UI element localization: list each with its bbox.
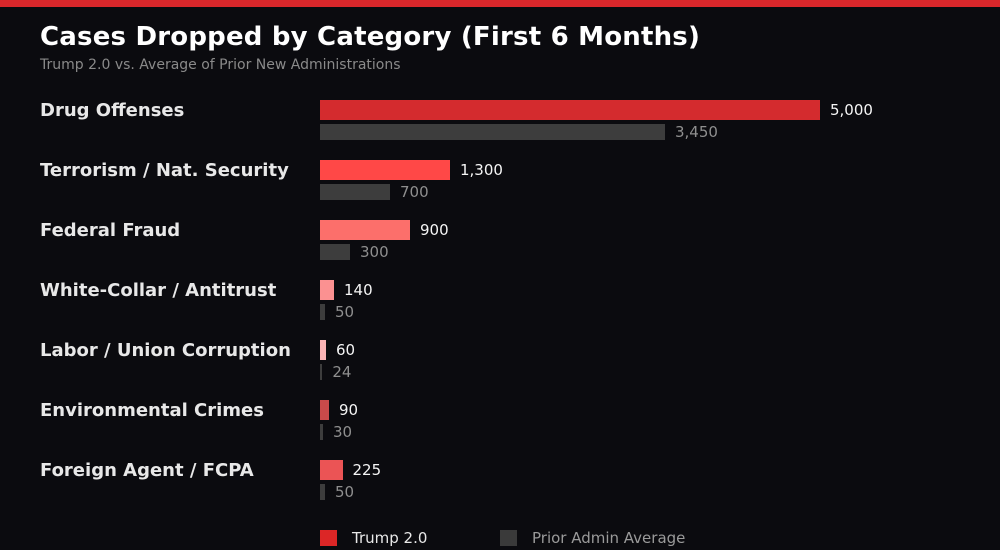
bar-value-prior: 3,450 — [675, 123, 718, 141]
bar-value-trump: 1,300 — [460, 161, 503, 179]
bar-trump — [320, 340, 326, 360]
category-label: White-Collar / Antitrust — [40, 280, 277, 301]
bar-value-prior: 300 — [360, 243, 389, 261]
legend-swatch-trump — [320, 530, 337, 546]
bar-value-trump: 140 — [344, 281, 373, 299]
legend-swatch-prior — [500, 530, 517, 546]
category-label: Foreign Agent / FCPA — [40, 460, 254, 481]
category-label: Labor / Union Corruption — [40, 340, 291, 361]
category-label: Environmental Crimes — [40, 400, 264, 421]
bar-trump — [320, 160, 450, 180]
chart-subtitle: Trump 2.0 vs. Average of Prior New Admin… — [40, 57, 401, 73]
bar-trump — [320, 400, 329, 420]
bar-value-prior: 24 — [332, 363, 352, 381]
bar-value-prior: 50 — [335, 303, 355, 321]
bar-value-trump: 5,000 — [830, 101, 873, 119]
bar-prior — [320, 124, 665, 140]
bar-value-trump: 225 — [352, 461, 382, 479]
bar-prior — [320, 244, 350, 260]
legend-label-trump: Trump 2.0 — [352, 529, 428, 547]
accent-top-bar — [0, 0, 1000, 7]
category-label: Terrorism / Nat. Security — [40, 160, 289, 181]
bar-value-prior: 30 — [333, 423, 353, 441]
bar-trump — [320, 220, 410, 240]
bar-prior — [320, 304, 325, 320]
bar-trump — [320, 280, 334, 300]
bar-value-prior: 700 — [400, 183, 429, 201]
chart-legend: Trump 2.0 Prior Admin Average — [0, 529, 1000, 547]
bar-prior — [320, 484, 325, 500]
bar-value-trump: 60 — [336, 341, 356, 359]
bar-prior — [320, 184, 390, 200]
category-label: Federal Fraud — [40, 220, 181, 241]
category-label: Drug Offenses — [40, 100, 185, 121]
bar-trump — [320, 460, 343, 480]
bar-trump — [320, 100, 820, 120]
legend-label-prior: Prior Admin Average — [532, 529, 686, 547]
bar-value-prior: 50 — [335, 483, 355, 501]
chart-title: Cases Dropped by Category (First 6 Month… — [40, 22, 701, 52]
bar-value-trump: 90 — [339, 401, 359, 419]
bar-value-trump: 900 — [420, 221, 449, 239]
bar-prior — [320, 424, 323, 440]
bar-prior — [320, 364, 323, 380]
